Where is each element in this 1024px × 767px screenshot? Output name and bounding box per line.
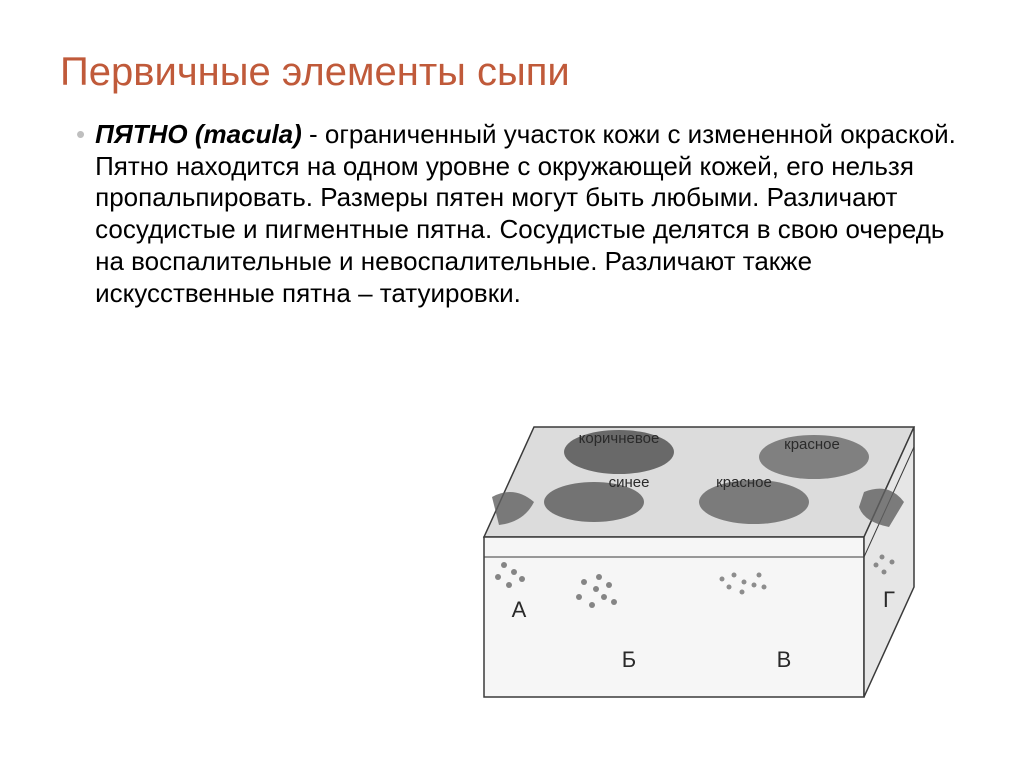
label-blue: синее xyxy=(609,474,650,491)
bullet-item: • ПЯТНО (macula) - ограниченный участок … xyxy=(60,119,964,309)
label-B: Б xyxy=(622,647,636,672)
label-G: Г xyxy=(883,587,895,612)
term: ПЯТНО (macula) xyxy=(95,119,302,149)
body-paragraph: ПЯТНО (macula) - ограниченный участок ко… xyxy=(95,119,964,309)
bullet-marker: • xyxy=(76,119,85,150)
slide-title: Первичные элементы сыпи xyxy=(60,50,964,95)
label-red2: красное xyxy=(716,474,772,491)
label-V: В xyxy=(777,647,792,672)
skin-diagram: коричневое красное синее красное А Б xyxy=(444,407,954,737)
label-A: А xyxy=(512,597,527,622)
label-red1: красное xyxy=(784,436,840,453)
label-brown: коричневое xyxy=(579,430,660,447)
